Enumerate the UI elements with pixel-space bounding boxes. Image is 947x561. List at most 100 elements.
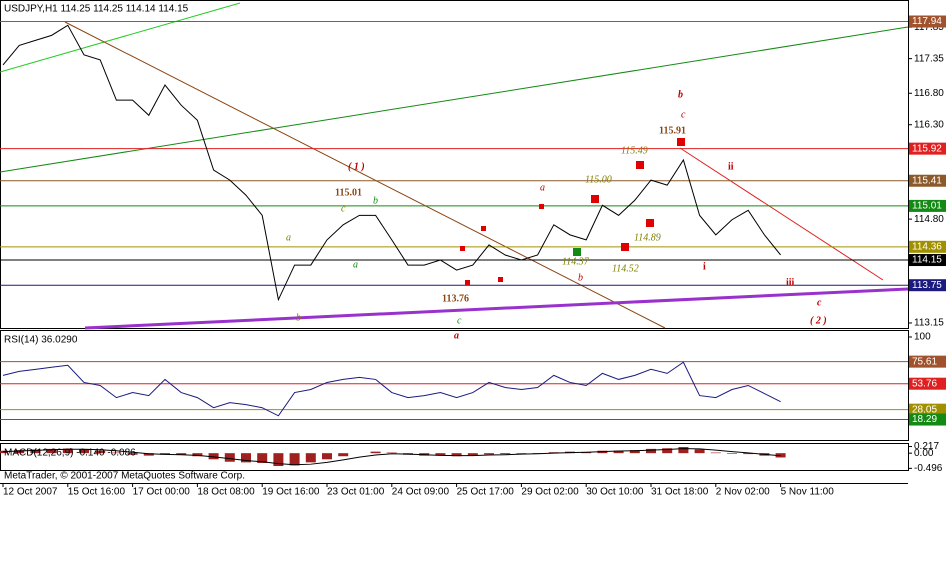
x-tick-label: 2 Nov 02:00 <box>716 487 770 498</box>
x-tick-label: 5 Nov 11:00 <box>781 487 835 498</box>
trend-line <box>64 21 666 329</box>
marker <box>539 204 544 209</box>
level-label: 115.01 <box>912 201 942 212</box>
rsi-line <box>2 361 781 417</box>
annotation: 114.89 <box>634 232 661 243</box>
level-label-bg <box>909 142 946 155</box>
annotation: i <box>703 261 706 272</box>
x-tick-label: 31 Oct 18:00 <box>651 487 709 498</box>
rsi-panel <box>0 330 909 441</box>
annotation: c <box>457 315 462 326</box>
level-label-bg <box>909 377 946 390</box>
marker <box>573 248 581 256</box>
macd-bar <box>386 452 397 454</box>
x-tick-label: 18 Oct 08:00 <box>197 487 255 498</box>
x-tick-label: 30 Oct 10:00 <box>586 487 644 498</box>
y-tick-label: 0.00 <box>914 448 934 459</box>
marker <box>646 219 654 227</box>
annotation: a <box>454 330 459 341</box>
marker <box>460 246 465 251</box>
annotation: 114.52 <box>612 263 639 274</box>
macd-bar <box>484 453 494 455</box>
annotation: a <box>286 232 291 243</box>
macd-bar <box>79 449 89 454</box>
macd-bar <box>338 453 349 457</box>
annotation: iii <box>786 277 795 288</box>
macd-bar <box>322 453 332 460</box>
macd-bar <box>435 453 446 456</box>
macd-bar <box>62 448 73 454</box>
trend-line <box>0 2 241 73</box>
x-tick-label: 29 Oct 02:00 <box>521 487 579 498</box>
price-line <box>2 24 781 302</box>
annotation: c <box>681 109 686 120</box>
x-tick-label: 24 Oct 09:00 <box>392 487 450 498</box>
marker <box>481 226 486 231</box>
price-title: USDJPY,H1 114.25 114.25 114.14 114.15 <box>4 4 189 15</box>
trend-line <box>0 26 909 173</box>
annotation: a <box>540 182 545 193</box>
level-label-bg <box>909 199 946 212</box>
macd-bar <box>224 453 235 462</box>
macd-bar <box>451 453 462 457</box>
y-tick-label: 116.30 <box>914 119 944 130</box>
annotation: 115.91 <box>659 125 686 136</box>
macd-bar <box>629 450 640 454</box>
level-label: 18.29 <box>912 414 937 425</box>
level-label-bg <box>909 413 946 426</box>
macd-bar <box>500 453 511 455</box>
annotation: c <box>817 297 822 308</box>
y-tick-label: 117.35 <box>914 53 944 64</box>
marker <box>621 243 629 251</box>
y-tick-label: -0.496 <box>914 463 943 474</box>
macd-bar <box>710 452 721 454</box>
annotation: 115.00 <box>585 174 612 185</box>
annotation: 114.37 <box>562 256 590 267</box>
macd-bar <box>646 448 656 454</box>
macd-bar <box>662 448 673 454</box>
level-label-bg <box>909 254 946 267</box>
macd-bar <box>208 453 219 460</box>
macd-bar <box>516 453 527 454</box>
macd-bar <box>694 449 705 454</box>
annotation: ( 2 ) <box>810 315 827 326</box>
macd-bar <box>273 453 284 467</box>
macd-bar <box>111 452 122 454</box>
level-label: 115.41 <box>912 175 942 186</box>
x-tick-label: 17 Oct 00:00 <box>133 487 191 498</box>
marker <box>465 280 470 285</box>
trend-line <box>84 287 909 330</box>
macd-bar <box>305 453 316 463</box>
level-label: 114.15 <box>912 255 942 266</box>
annotation: 115.01 <box>335 187 362 198</box>
signal-line <box>2 448 781 466</box>
markers <box>460 138 685 285</box>
macd-bar <box>30 449 41 454</box>
level-label-bg <box>909 355 946 368</box>
x-tick-label: 19 Oct 16:00 <box>262 487 320 498</box>
level-label-bg <box>909 279 946 292</box>
x-tick-label: 12 Oct 2007 <box>3 487 58 498</box>
rsi-title: RSI(14) 36.0290 <box>4 335 78 346</box>
annotation: b <box>296 312 301 323</box>
x-tick-label: 25 Oct 17:00 <box>457 487 515 498</box>
macd-bar <box>613 450 624 454</box>
annotation: 113.76 <box>442 293 469 304</box>
macd-bar <box>370 451 381 454</box>
trend-lines <box>0 2 909 330</box>
level-label: 117.94 <box>912 16 942 27</box>
frames <box>0 0 909 484</box>
macd-bar <box>192 453 203 457</box>
level-label: 114.36 <box>912 241 942 252</box>
macd-bar <box>727 453 737 454</box>
level-label-bg <box>909 174 946 187</box>
y-tick-label: 100 <box>914 332 931 343</box>
macd-bar <box>467 453 478 456</box>
macd-bar <box>678 447 689 454</box>
footer: MetaTrader, © 2001-2007 MetaQuotes Softw… <box>4 471 245 482</box>
level-label: 113.75 <box>912 280 942 291</box>
y-tick-label: 114.80 <box>914 214 944 225</box>
